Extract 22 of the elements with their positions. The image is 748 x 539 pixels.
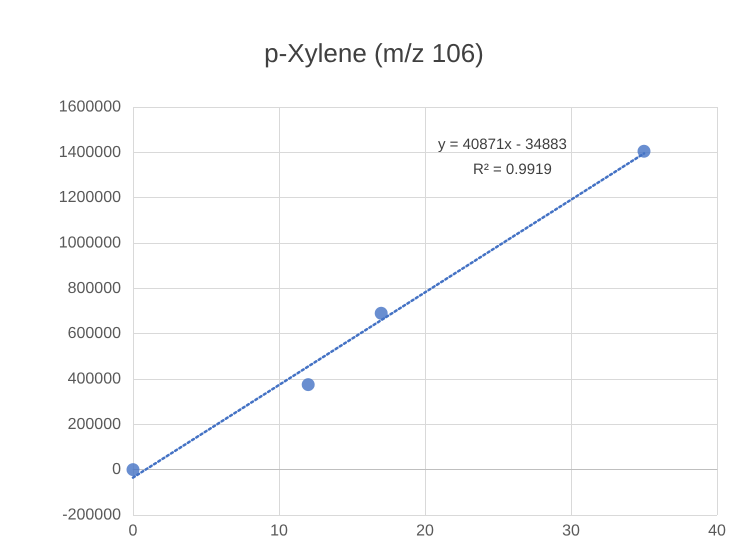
- point: [638, 144, 650, 158]
- annotation: R² = 0.9919: [473, 161, 552, 178]
- y-tick-label: 0: [112, 461, 122, 478]
- y-tick-label: -200000: [62, 506, 122, 524]
- y-tick-label: 1400000: [58, 144, 122, 161]
- chart-title: p-Xylene (m/z 106): [264, 38, 484, 68]
- y-tick-label: 1200000: [58, 189, 122, 206]
- x-tick-label: 30: [562, 522, 580, 539]
- y-tick-label: 1000000: [58, 234, 122, 252]
- point: [302, 378, 315, 392]
- y-tick-label: 400000: [68, 370, 122, 388]
- point: [126, 463, 140, 476]
- point: [374, 306, 388, 320]
- x-tick-label: 20: [416, 522, 434, 539]
- y-tick-label: 1600000: [58, 98, 122, 116]
- annotation: y = 40871x - 34883: [438, 136, 567, 153]
- x-tick-label: 40: [708, 522, 726, 539]
- x-tick-label: 0: [128, 522, 138, 539]
- y-tick-label: 200000: [68, 416, 122, 433]
- y-tick-label: 800000: [68, 280, 122, 297]
- y-tick-label: 600000: [68, 325, 122, 342]
- x-tick-label: 10: [270, 522, 288, 539]
